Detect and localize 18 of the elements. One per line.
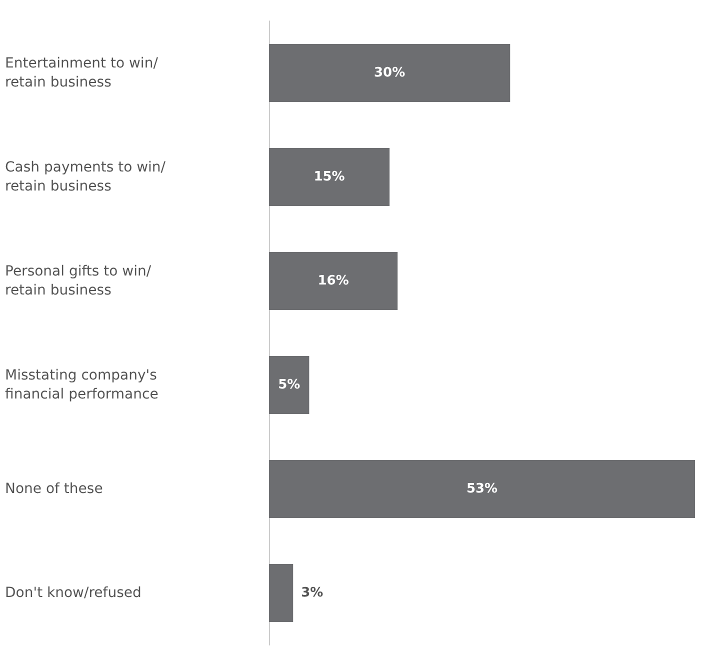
data-label: 5% xyxy=(278,378,300,392)
data-label: 16% xyxy=(318,274,349,288)
y-tick-label: None of these xyxy=(5,481,103,497)
bar xyxy=(269,148,390,206)
y-tick-label: Misstating company's financial performance xyxy=(5,368,162,402)
bar xyxy=(269,564,294,622)
y-tick-label: Personal gifts to win/ retain business xyxy=(5,264,156,298)
bar xyxy=(269,460,695,518)
data-label: 15% xyxy=(314,170,345,184)
bar xyxy=(269,44,510,102)
bar xyxy=(269,356,310,414)
y-tick-label: Cash payments to win/ retain business xyxy=(5,160,170,194)
data-label: 3% xyxy=(301,586,324,600)
data-label: 53% xyxy=(466,482,498,496)
data-label: 30% xyxy=(374,66,406,80)
y-tick-label: Don't know/refused xyxy=(5,585,142,601)
bar xyxy=(269,252,398,310)
y-tick-label: Entertainment to win/ retain business xyxy=(5,56,162,90)
